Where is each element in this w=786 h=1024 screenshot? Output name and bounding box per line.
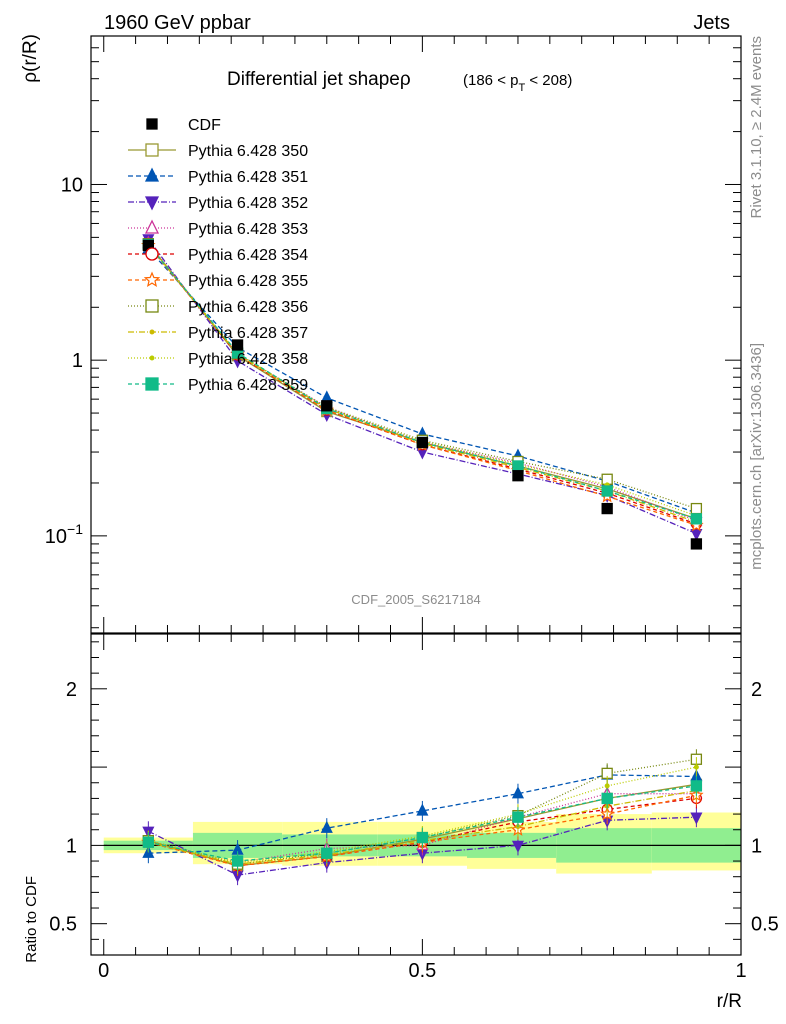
data-point xyxy=(146,118,158,130)
data-point xyxy=(145,143,159,157)
data-point xyxy=(601,502,613,515)
header-left: 1960 GeV ppbar xyxy=(104,12,251,34)
main-title-range: (186 < pT < 208) xyxy=(463,72,572,94)
legend-label: Pythia 6.428 355 xyxy=(188,273,308,290)
legend-label: Pythia 6.428 352 xyxy=(188,195,308,212)
data-point xyxy=(144,167,160,182)
y-tick-label-exp: −1 xyxy=(67,521,83,537)
data-point xyxy=(144,219,160,234)
legend: CDF Pythia 6.428 350 Pythia 6.428 351 Pythi… xyxy=(128,117,308,394)
ratio-series-10 xyxy=(142,775,703,872)
y-tick-label: 1 xyxy=(72,350,83,372)
data-point xyxy=(690,528,703,542)
data-point xyxy=(693,764,699,770)
ratio-axes: 2 2 1 1 0.5 0.5 0 0.5 1 xyxy=(49,633,779,982)
data-point xyxy=(231,339,244,351)
data-point xyxy=(142,836,155,848)
y-tick-label-base: 10 xyxy=(45,526,67,548)
data-point xyxy=(512,460,524,472)
legend-label: Pythia 6.428 357 xyxy=(188,325,308,342)
y-tick-label-base: 10 xyxy=(61,174,83,196)
ratio-series-layer xyxy=(141,749,704,886)
header-right: Jets xyxy=(693,12,730,34)
data-point xyxy=(690,780,703,792)
legend-label: Pythia 6.428 359 xyxy=(188,377,308,394)
legend-label: CDF xyxy=(188,117,221,134)
ratio-frame xyxy=(90,633,742,956)
data-point xyxy=(231,855,244,867)
data-point xyxy=(144,196,160,211)
ratio-ylabel: Ratio to CDF xyxy=(23,876,40,963)
data-point xyxy=(601,485,613,497)
data-point xyxy=(416,831,429,844)
legend-label: Pythia 6.428 358 xyxy=(188,351,308,368)
legend-label: Pythia 6.428 351 xyxy=(188,169,308,186)
data-point xyxy=(321,400,333,412)
mcplots-label: mcplots.cern.ch [arXiv:1306.3436] xyxy=(748,343,765,570)
x-tick-label: 1 xyxy=(735,960,746,982)
data-point xyxy=(145,247,159,261)
main-frame xyxy=(90,35,742,634)
ratio-y-tick-label-right: 2 xyxy=(751,679,762,701)
y-tick-label: 10−1 xyxy=(45,521,83,548)
legend-label: Pythia 6.428 350 xyxy=(188,143,308,160)
data-point xyxy=(512,470,524,482)
ratio-xlabel: r/R xyxy=(717,991,742,1012)
legend-label: Pythia 6.428 356 xyxy=(188,299,308,316)
main-series-layer xyxy=(141,234,704,550)
data-point xyxy=(416,436,429,449)
data-point xyxy=(416,803,429,816)
data-point xyxy=(511,786,525,799)
data-point xyxy=(511,840,525,853)
ratio-y-tick-label-right: 0.5 xyxy=(751,914,779,936)
analysis-tag: CDF_2005_S6217184 xyxy=(351,592,480,607)
data-point xyxy=(149,355,155,361)
data-point xyxy=(149,329,155,335)
data-point xyxy=(690,538,703,550)
rivet-label: Rivet 3.1.10, ≥ 2.4M events xyxy=(748,36,765,219)
ratio-y-tick-label: 2 xyxy=(66,679,77,701)
data-point xyxy=(321,847,333,859)
data-point xyxy=(601,792,613,805)
y-tick-label: 10 xyxy=(61,174,83,196)
data-point xyxy=(145,377,159,391)
data-point xyxy=(690,513,703,525)
data-point xyxy=(512,811,524,823)
ratio-y-tick-label-right: 1 xyxy=(751,835,762,857)
main-ylabel: ρ(r/R) xyxy=(20,34,41,83)
data-point xyxy=(690,812,703,825)
data-point xyxy=(690,502,703,515)
x-tick-label: 0 xyxy=(98,960,109,982)
reference-series xyxy=(142,239,703,550)
ratio-y-tick-label: 1 xyxy=(66,835,77,857)
main-title: Differential jet shapeρ xyxy=(227,69,411,90)
data-point xyxy=(143,271,161,287)
x-tick-label: 0.5 xyxy=(408,960,436,982)
data-point xyxy=(320,820,333,833)
data-point xyxy=(604,783,610,789)
legend-label: Pythia 6.428 353 xyxy=(188,221,308,238)
data-point xyxy=(145,299,159,313)
y-tick-label-base: 1 xyxy=(72,350,83,372)
legend-label: Pythia 6.428 354 xyxy=(188,247,308,264)
ratio-y-tick-label: 0.5 xyxy=(49,914,77,936)
